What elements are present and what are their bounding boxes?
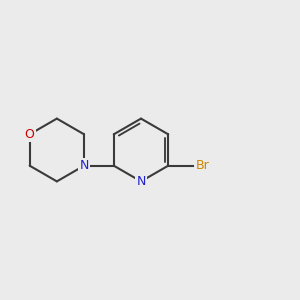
Text: N: N bbox=[80, 159, 89, 172]
Text: O: O bbox=[25, 128, 34, 141]
Text: Br: Br bbox=[196, 159, 210, 172]
Text: N: N bbox=[136, 175, 146, 188]
